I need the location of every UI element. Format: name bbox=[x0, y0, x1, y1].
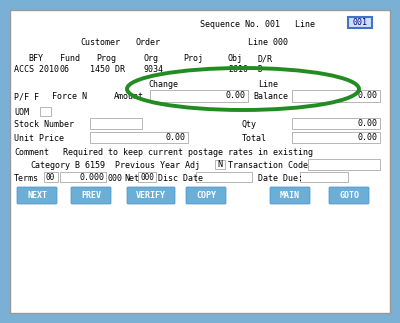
Text: Stock Number: Stock Number bbox=[14, 120, 74, 129]
Bar bbox=[292, 90, 380, 102]
Text: BFY: BFY bbox=[28, 54, 43, 63]
Text: Comment: Comment bbox=[14, 148, 49, 157]
Text: D: D bbox=[258, 65, 263, 74]
FancyBboxPatch shape bbox=[71, 187, 111, 204]
Text: Order: Order bbox=[135, 38, 160, 47]
Text: Amount: Amount bbox=[114, 92, 144, 101]
Bar bbox=[138, 172, 156, 182]
Text: Required to keep current postage rates in existing: Required to keep current postage rates i… bbox=[63, 148, 313, 157]
Text: Balance: Balance bbox=[253, 92, 288, 101]
Text: Terms: Terms bbox=[14, 174, 39, 183]
Bar bbox=[90, 118, 142, 129]
Text: B 6159  Previous Year Adj: B 6159 Previous Year Adj bbox=[75, 161, 200, 170]
Text: Sequence No. 001   Line: Sequence No. 001 Line bbox=[200, 20, 315, 29]
Text: Line: Line bbox=[258, 80, 278, 89]
Bar bbox=[40, 107, 51, 116]
Bar bbox=[150, 90, 248, 102]
Text: Fund: Fund bbox=[60, 54, 80, 63]
Text: 00: 00 bbox=[45, 172, 55, 182]
Text: Obj: Obj bbox=[228, 54, 243, 63]
Text: Transaction Code: Transaction Code bbox=[228, 161, 308, 170]
FancyBboxPatch shape bbox=[329, 187, 369, 204]
Text: Unit Price: Unit Price bbox=[14, 134, 64, 143]
Text: GOTO: GOTO bbox=[339, 191, 359, 200]
Text: Customer: Customer bbox=[80, 38, 120, 47]
Bar bbox=[90, 132, 188, 143]
Text: 0.00: 0.00 bbox=[358, 119, 378, 128]
Bar bbox=[348, 17, 372, 28]
Text: Disc Date: Disc Date bbox=[158, 174, 203, 183]
Text: Qty: Qty bbox=[242, 120, 257, 129]
Text: P/F F: P/F F bbox=[14, 92, 39, 101]
Text: Prog: Prog bbox=[96, 54, 116, 63]
FancyBboxPatch shape bbox=[186, 187, 226, 204]
Text: Change: Change bbox=[148, 80, 178, 89]
Text: 0.00: 0.00 bbox=[358, 91, 378, 100]
FancyBboxPatch shape bbox=[17, 187, 57, 204]
Bar bbox=[300, 172, 348, 182]
Text: MAIN: MAIN bbox=[280, 191, 300, 200]
Text: Line 000: Line 000 bbox=[248, 38, 288, 47]
Text: 0.00: 0.00 bbox=[166, 133, 186, 142]
Bar bbox=[60, 172, 106, 182]
Text: COPY: COPY bbox=[196, 191, 216, 200]
Text: UOM: UOM bbox=[14, 108, 29, 117]
Text: 000: 000 bbox=[140, 172, 154, 182]
Text: 000: 000 bbox=[108, 174, 123, 183]
Text: VERIFY: VERIFY bbox=[136, 191, 166, 200]
Text: 001: 001 bbox=[352, 18, 368, 27]
Bar bbox=[308, 159, 380, 170]
Text: 0.00: 0.00 bbox=[358, 133, 378, 142]
Text: NEXT: NEXT bbox=[27, 191, 47, 200]
Text: 0.000: 0.000 bbox=[79, 172, 104, 182]
Text: Net: Net bbox=[124, 174, 139, 183]
Bar bbox=[215, 160, 225, 169]
Text: 0.00: 0.00 bbox=[226, 91, 246, 100]
Bar bbox=[292, 118, 380, 129]
Text: 06: 06 bbox=[60, 65, 70, 74]
FancyBboxPatch shape bbox=[127, 187, 175, 204]
Text: Category: Category bbox=[30, 161, 70, 170]
Text: D/R: D/R bbox=[258, 54, 273, 63]
Text: Proj: Proj bbox=[183, 54, 203, 63]
Bar bbox=[292, 132, 380, 143]
Text: Total: Total bbox=[242, 134, 267, 143]
Text: 9034: 9034 bbox=[143, 65, 163, 74]
Text: Date Due:: Date Due: bbox=[258, 174, 303, 183]
Text: Force N: Force N bbox=[52, 92, 87, 101]
Text: ACCS 2010: ACCS 2010 bbox=[14, 65, 59, 74]
Text: 1450 DR: 1450 DR bbox=[90, 65, 125, 74]
Text: PREV: PREV bbox=[81, 191, 101, 200]
Text: 2610: 2610 bbox=[228, 65, 248, 74]
Text: N: N bbox=[218, 160, 222, 169]
Bar bbox=[196, 172, 252, 182]
Text: Org: Org bbox=[143, 54, 158, 63]
FancyBboxPatch shape bbox=[270, 187, 310, 204]
Bar bbox=[44, 172, 58, 182]
